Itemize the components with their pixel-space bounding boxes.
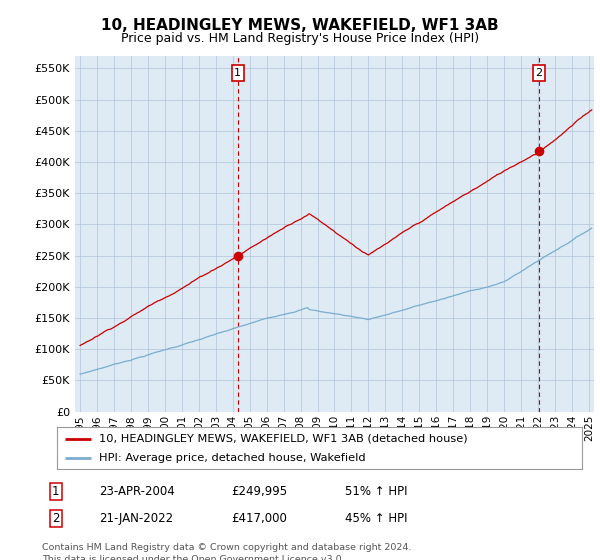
Text: 10, HEADINGLEY MEWS, WAKEFIELD, WF1 3AB: 10, HEADINGLEY MEWS, WAKEFIELD, WF1 3AB (101, 18, 499, 34)
Text: 51% ↑ HPI: 51% ↑ HPI (345, 485, 407, 498)
Text: 2: 2 (535, 68, 542, 78)
Point (534, 147, 544, 156)
Text: £417,000: £417,000 (231, 512, 287, 525)
Point (233, 251, 242, 260)
Text: HPI: Average price, detached house, Wakefield: HPI: Average price, detached house, Wake… (99, 453, 365, 463)
Text: Contains HM Land Registry data © Crown copyright and database right 2024.
This d: Contains HM Land Registry data © Crown c… (42, 543, 412, 560)
Text: 21-JAN-2022: 21-JAN-2022 (99, 512, 173, 525)
Text: 2: 2 (52, 512, 59, 525)
Text: Price paid vs. HM Land Registry's House Price Index (HPI): Price paid vs. HM Land Registry's House … (121, 32, 479, 45)
Text: 23-APR-2004: 23-APR-2004 (99, 485, 175, 498)
Text: £249,995: £249,995 (231, 485, 287, 498)
Text: 1: 1 (235, 68, 241, 78)
Text: 1: 1 (52, 485, 59, 498)
Text: 10, HEADINGLEY MEWS, WAKEFIELD, WF1 3AB (detached house): 10, HEADINGLEY MEWS, WAKEFIELD, WF1 3AB … (99, 433, 467, 444)
Text: 45% ↑ HPI: 45% ↑ HPI (345, 512, 407, 525)
